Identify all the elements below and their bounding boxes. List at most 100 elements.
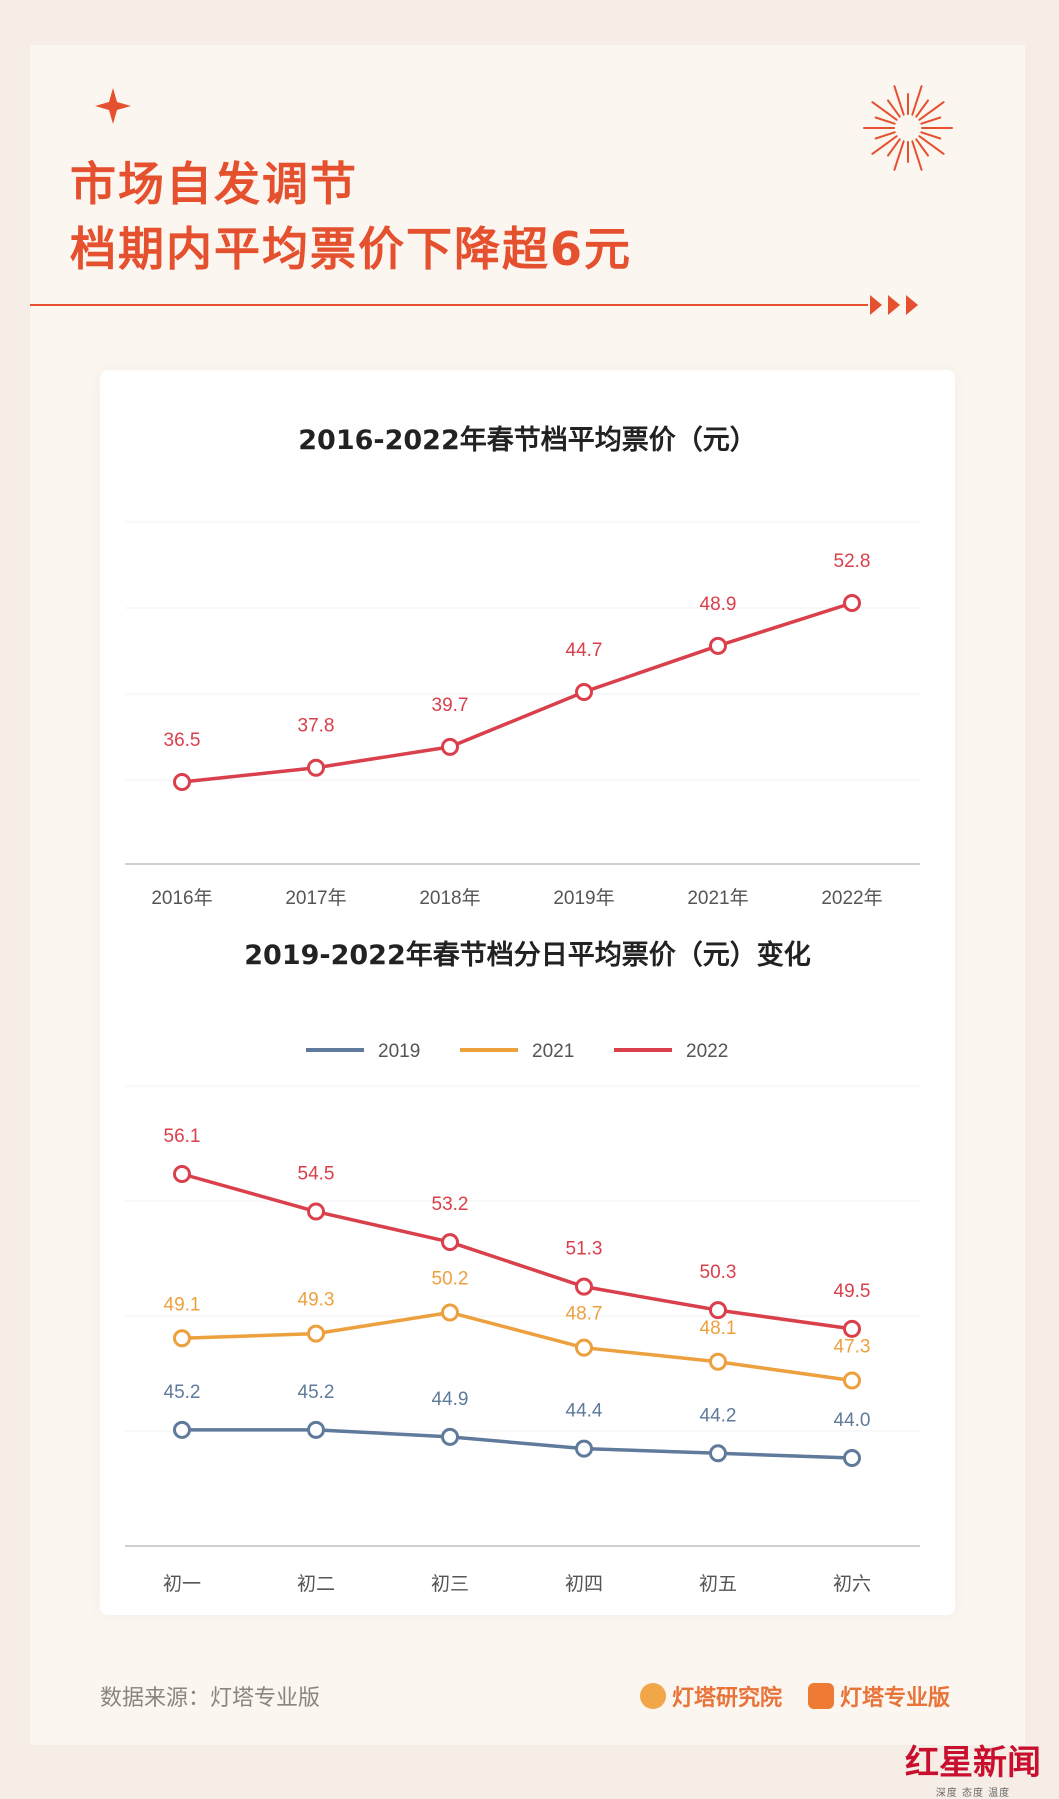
watermark-sub: 深度 态度 温度 xyxy=(935,1788,1011,1799)
page-title-line2: 档期内平均票价下降超6元 xyxy=(70,222,633,276)
data-point-avg-price xyxy=(709,636,727,655)
data-point-2022 xyxy=(709,1301,727,1320)
data-label-2022: 50.3 xyxy=(700,1262,737,1283)
chart-card: 2016-2022年春节档平均票价（元） 2019-2022年春节档分日平均票价… xyxy=(100,370,955,1615)
data-point-2022 xyxy=(441,1233,459,1252)
firework-ray xyxy=(893,85,905,116)
data-label-2021: 48.7 xyxy=(566,1304,603,1325)
data-label-2022: 53.2 xyxy=(432,1194,469,1215)
x-tick-label: 2019年 xyxy=(553,887,614,909)
chart2-title: 2019-2022年春节档分日平均票价（元）变化 xyxy=(244,940,811,971)
data-label-2022: 51.3 xyxy=(566,1239,603,1260)
firework-ray xyxy=(920,116,942,125)
x-tick-label: 2017年 xyxy=(285,887,346,909)
firework-ray xyxy=(911,85,923,116)
data-point-2019 xyxy=(441,1427,459,1446)
x-tick-label: 初二 xyxy=(297,1573,335,1595)
firework-ray xyxy=(871,101,898,121)
data-label-2022: 54.5 xyxy=(298,1164,335,1185)
data-label-avg-price: 44.7 xyxy=(566,640,603,661)
x-tick-label: 初六 xyxy=(833,1573,871,1595)
watermark: 红星新闻 深度 态度 温度 xyxy=(905,1735,1041,1799)
firework-ray xyxy=(887,138,901,157)
data-label-2019: 45.2 xyxy=(164,1382,201,1403)
data-point-2021 xyxy=(709,1352,727,1371)
data-label-2021: 50.2 xyxy=(432,1268,469,1289)
firework-ray xyxy=(911,140,923,171)
brand-pro-label: 灯塔专业版 xyxy=(840,1686,951,1711)
data-label-2021: 48.1 xyxy=(700,1318,737,1339)
data-label-avg-price: 36.5 xyxy=(164,730,201,751)
data-point-2021 xyxy=(441,1303,459,1322)
data-label-avg-price: 39.7 xyxy=(432,695,469,716)
data-point-2019 xyxy=(575,1439,593,1458)
data-point-2021 xyxy=(843,1371,861,1390)
data-label-2019: 44.0 xyxy=(834,1410,871,1431)
data-point-avg-price xyxy=(441,737,459,756)
firework-ray xyxy=(893,140,905,171)
brand-research: 灯塔研究院 xyxy=(640,1680,782,1712)
data-point-avg-price xyxy=(173,773,191,791)
data-label-2019: 44.4 xyxy=(566,1401,603,1422)
header-divider xyxy=(30,295,918,315)
watermark-main: 红星新闻 xyxy=(905,1743,1041,1783)
firework-ray xyxy=(874,131,896,140)
legend-label-2022: 2022 xyxy=(686,1041,728,1062)
data-label-2021: 47.3 xyxy=(834,1337,871,1358)
data-label-2022: 49.5 xyxy=(834,1281,871,1302)
data-point-avg-price xyxy=(307,758,325,777)
firework-ray xyxy=(915,99,929,118)
data-label-2021: 49.1 xyxy=(164,1294,201,1315)
data-point-2022 xyxy=(173,1165,191,1183)
data-point-2021 xyxy=(173,1329,191,1348)
brand-pro: 灯塔专业版 xyxy=(808,1680,950,1712)
firework-ray xyxy=(871,135,898,155)
x-tick-label: 2018年 xyxy=(419,887,480,909)
firework-ray xyxy=(918,135,945,155)
data-point-2022 xyxy=(843,1319,861,1338)
data-label-avg-price: 52.8 xyxy=(834,551,871,572)
x-tick-label: 初四 xyxy=(565,1573,603,1595)
firework-icon xyxy=(863,85,953,171)
data-point-2021 xyxy=(575,1338,593,1357)
x-tick-label: 2022年 xyxy=(821,887,882,909)
x-tick-label: 2021年 xyxy=(687,887,748,909)
data-point-2019 xyxy=(843,1449,861,1467)
x-tick-label: 初一 xyxy=(163,1573,201,1595)
data-point-avg-price xyxy=(843,594,861,612)
firework-ray xyxy=(918,101,945,121)
data-label-2019: 44.2 xyxy=(700,1405,737,1426)
series-line-avg-price xyxy=(181,601,853,784)
legend-label-2021: 2021 xyxy=(532,1041,574,1062)
data-label-2021: 49.3 xyxy=(298,1290,335,1311)
data-point-2019 xyxy=(709,1444,727,1463)
firework-ray xyxy=(920,131,942,140)
data-point-2022 xyxy=(575,1277,593,1296)
lighthouse-app-icon xyxy=(808,1683,834,1709)
brand-research-label: 灯塔研究院 xyxy=(672,1686,783,1711)
data-point-2022 xyxy=(307,1202,325,1221)
data-label-2022: 56.1 xyxy=(164,1126,201,1147)
sparkle-icon xyxy=(95,88,131,124)
data-point-2019 xyxy=(173,1420,191,1439)
data-label-2019: 44.9 xyxy=(432,1389,469,1410)
series-line-2021 xyxy=(181,1310,853,1383)
data-label-avg-price: 48.9 xyxy=(700,594,737,615)
data-label-avg-price: 37.8 xyxy=(298,716,335,737)
page-title-line1: 市场自发调节 xyxy=(70,157,358,211)
x-tick-label: 初五 xyxy=(699,1573,737,1595)
legend-label-2019: 2019 xyxy=(378,1041,420,1062)
x-tick-label: 初三 xyxy=(431,1573,469,1595)
x-tick-label: 2016年 xyxy=(151,887,212,909)
series-line-2022 xyxy=(181,1172,853,1331)
data-source: 数据来源：灯塔专业版 xyxy=(100,1686,321,1711)
chart1-title: 2016-2022年春节档平均票价（元） xyxy=(298,425,757,456)
firework-ray xyxy=(887,99,901,118)
data-point-avg-price xyxy=(575,682,593,701)
data-point-2021 xyxy=(307,1324,325,1343)
series-line-2019 xyxy=(182,1428,853,1460)
lighthouse-logo-icon xyxy=(640,1683,666,1709)
data-label-2019: 45.2 xyxy=(298,1382,335,1403)
firework-ray xyxy=(874,116,896,125)
